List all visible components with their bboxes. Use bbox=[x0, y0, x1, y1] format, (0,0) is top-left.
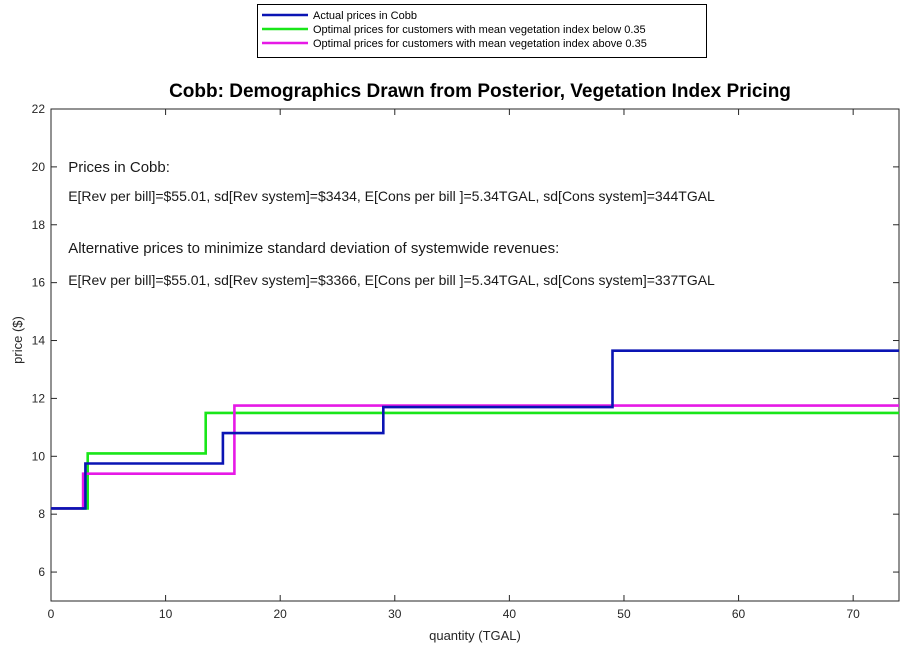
legend-box bbox=[257, 4, 707, 58]
annotation-text: Prices in Cobb: bbox=[68, 159, 170, 176]
x-tick-label: 20 bbox=[274, 607, 288, 621]
series-group bbox=[51, 349, 899, 510]
x-tick-label: 70 bbox=[846, 607, 860, 621]
annotation-text: Alternative prices to minimize standard … bbox=[68, 240, 559, 257]
y-tick-label: 6 bbox=[38, 565, 45, 579]
x-tick-label: 0 bbox=[48, 607, 55, 621]
legend-label-2: Optimal prices for customers with mean v… bbox=[313, 24, 646, 36]
annotation-text: E[Rev per bill]=$55.01, sd[Rev system]=$… bbox=[68, 272, 715, 288]
chart-title: Cobb: Demographics Drawn from Posterior,… bbox=[169, 81, 791, 102]
x-tick-label: 40 bbox=[503, 607, 517, 621]
annotations: Prices in Cobb: E[Rev per bill]=$55.01, s… bbox=[68, 159, 715, 288]
y-tick-label: 18 bbox=[32, 218, 46, 232]
axes: 0 10 20 30 40 50 60 70 6 8 10 12 14 16 18 20 22 bbox=[32, 102, 900, 621]
y-tick-label: 20 bbox=[32, 160, 46, 174]
x-tick-label: 60 bbox=[732, 607, 746, 621]
series-line-1 bbox=[51, 349, 899, 510]
series-line-2 bbox=[51, 411, 899, 510]
plot-frame bbox=[50, 108, 900, 602]
y-axis-label: price ($) bbox=[10, 316, 25, 364]
legend-label-1: Actual prices in Cobb bbox=[313, 10, 417, 22]
y-tick-label: 22 bbox=[32, 102, 46, 116]
annotation-text: E[Rev per bill]=$55.01, sd[Rev system]=$… bbox=[68, 188, 715, 204]
y-tick-label: 12 bbox=[32, 391, 46, 405]
series-line-3 bbox=[51, 404, 899, 510]
x-tick-label: 10 bbox=[159, 607, 173, 621]
y-tick-label: 14 bbox=[32, 334, 46, 348]
legend: Actual prices in Cobb Optimal prices for … bbox=[257, 4, 707, 58]
x-tick-label: 30 bbox=[388, 607, 402, 621]
x-axis-label: quantity (TGAL) bbox=[429, 628, 521, 643]
legend-label-3: Optimal prices for customers with mean v… bbox=[313, 38, 647, 50]
y-tick-label: 10 bbox=[32, 449, 46, 463]
y-tick-label: 8 bbox=[38, 507, 45, 521]
y-tick-label: 16 bbox=[32, 276, 46, 290]
x-tick-label: 50 bbox=[617, 607, 631, 621]
